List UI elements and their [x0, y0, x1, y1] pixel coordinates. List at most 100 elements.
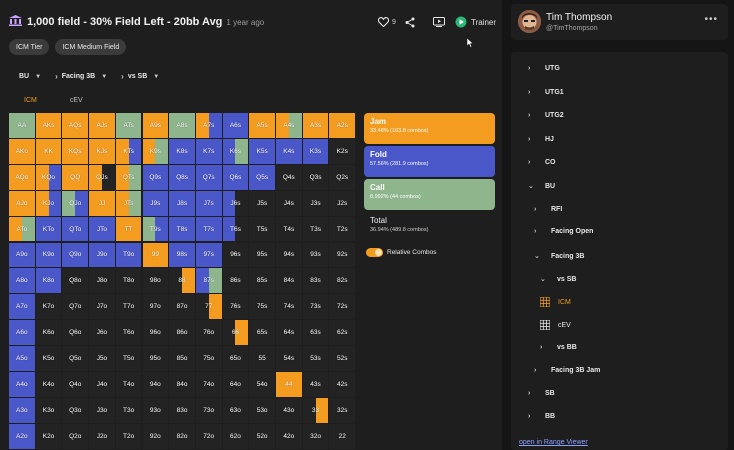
tree-node-utg[interactable]: › UTG	[528, 65, 560, 72]
hand-cell-33[interactable]: 33	[302, 397, 330, 424]
hand-cell-96o[interactable]: 96o	[142, 320, 170, 347]
hand-cell-j5o[interactable]: J5o	[89, 346, 116, 372]
tree-node-co[interactable]: › CO	[528, 159, 556, 166]
hand-cell-q6s[interactable]: Q6s	[222, 164, 250, 191]
hand-cell-73s[interactable]: 73s	[302, 294, 330, 321]
hand-cell-83o[interactable]: 83o	[169, 397, 196, 424]
hand-cell-q3o[interactable]: Q3o	[62, 397, 90, 424]
hand-cell-94o[interactable]: 94o	[142, 372, 170, 398]
hand-cell-a8o[interactable]: A8o	[9, 268, 36, 295]
fold-summary[interactable]: Fold 57.56% (281.9 combos)	[364, 146, 495, 177]
hand-cell-q7s[interactable]: Q7s	[195, 164, 223, 191]
hand-cell-52o[interactable]: 52o	[249, 423, 276, 450]
hand-cell-52s[interactable]: 52s	[329, 346, 357, 372]
hand-cell-74s[interactable]: 74s	[276, 294, 303, 321]
hand-cell-a4o[interactable]: A4o	[9, 372, 36, 398]
hand-cell-qts[interactable]: QTs	[115, 164, 143, 191]
hand-cell-j2o[interactable]: J2o	[89, 423, 116, 450]
hand-cell-ako[interactable]: AKo	[9, 138, 36, 165]
hand-cell-j8o[interactable]: J8o	[89, 268, 116, 295]
hand-cell-32o[interactable]: 32o	[302, 423, 330, 450]
hand-cell-t7o[interactable]: T7o	[115, 294, 143, 321]
hand-cell-k7o[interactable]: K7o	[35, 294, 63, 321]
hand-cell-t8s[interactable]: T8s	[169, 216, 196, 243]
hand-cell-64o[interactable]: 64o	[222, 372, 250, 398]
hand-cell-q5o[interactable]: Q5o	[62, 346, 90, 372]
hand-cell-t9o[interactable]: T9o	[115, 242, 143, 269]
hand-cell-qjo[interactable]: QJo	[62, 190, 90, 217]
hand-cell-a8s[interactable]: A8s	[169, 113, 196, 139]
tree-node-utg2[interactable]: › UTG2	[528, 112, 564, 119]
tab-icm[interactable]: ICM	[24, 97, 37, 104]
tree-node-facing-open[interactable]: › Facing Open	[534, 228, 593, 235]
hand-cell-q9o[interactable]: Q9o	[62, 242, 90, 269]
hand-cell-84o[interactable]: 84o	[169, 372, 196, 398]
hand-cell-t9s[interactable]: T9s	[142, 216, 170, 243]
hand-cell-a7o[interactable]: A7o	[9, 294, 36, 321]
tree-node-facing-3b[interactable]: ⌄ Facing 3B	[534, 252, 584, 261]
hand-cell-q4s[interactable]: Q4s	[276, 164, 303, 191]
hand-cell-74o[interactable]: 74o	[195, 372, 223, 398]
hand-cell-62s[interactable]: 62s	[329, 320, 357, 347]
hand-cell-j2s[interactable]: J2s	[329, 190, 357, 217]
hand-cell-92o[interactable]: 92o	[142, 423, 170, 450]
hand-cell-72o[interactable]: 72o	[195, 423, 223, 450]
hand-cell-j9s[interactable]: J9s	[142, 190, 170, 217]
hand-cell-a6s[interactable]: A6s	[222, 113, 250, 139]
hand-cell-kjo[interactable]: KJo	[35, 190, 63, 217]
tree-node-cev[interactable]: cEV	[540, 320, 571, 330]
hand-cell-32s[interactable]: 32s	[329, 397, 357, 424]
hand-cell-94s[interactable]: 94s	[276, 242, 303, 269]
hand-cell-a5o[interactable]: A5o	[9, 346, 36, 372]
hand-cell-86s[interactable]: 86s	[222, 268, 250, 295]
hand-cell-j8s[interactable]: J8s	[169, 190, 196, 217]
hand-cell-k5s[interactable]: K5s	[249, 138, 276, 165]
hand-cell-76s[interactable]: 76s	[222, 294, 250, 321]
hand-cell-ajs[interactable]: AJs	[89, 113, 116, 139]
like-button[interactable]: 9	[378, 16, 396, 28]
hand-cell-53o[interactable]: 53o	[249, 397, 276, 424]
hand-cell-kts[interactable]: KTs	[115, 138, 143, 165]
hand-cell-87o[interactable]: 87o	[169, 294, 196, 321]
hand-cell-95o[interactable]: 95o	[142, 346, 170, 372]
hand-cell-t7s[interactable]: T7s	[195, 216, 223, 243]
hand-cell-73o[interactable]: 73o	[195, 397, 223, 424]
hand-cell-72s[interactable]: 72s	[329, 294, 357, 321]
hand-cell-q2o[interactable]: Q2o	[62, 423, 90, 450]
crumb-facing[interactable]: › Facing 3B ▼	[55, 72, 107, 81]
chip-icm-tier[interactable]: ICM Tier	[9, 39, 50, 55]
hand-cell-t6o[interactable]: T6o	[115, 320, 143, 347]
hand-cell-kqo[interactable]: KQo	[35, 164, 63, 191]
hand-cell-77[interactable]: 77	[195, 294, 223, 321]
chip-icm-medium-field[interactable]: ICM Medium Field	[55, 39, 127, 55]
hand-cell-k9s[interactable]: K9s	[142, 138, 170, 165]
hand-cell-aqo[interactable]: AQo	[9, 164, 36, 191]
hand-cell-84s[interactable]: 84s	[276, 268, 303, 295]
tab-cev[interactable]: cEV	[69, 97, 83, 104]
avatar[interactable]	[518, 10, 541, 33]
hand-cell-q6o[interactable]: Q6o	[62, 320, 90, 347]
hand-cell-t2o[interactable]: T2o	[115, 423, 143, 450]
hand-cell-k2o[interactable]: K2o	[35, 423, 63, 450]
tree-node-icm[interactable]: ICM	[540, 297, 571, 307]
hand-cell-aa[interactable]: AA	[9, 113, 36, 139]
hand-cell-66[interactable]: 66	[222, 320, 250, 347]
hand-cell-j4s[interactable]: J4s	[276, 190, 303, 217]
hand-cell-t5o[interactable]: T5o	[115, 346, 143, 372]
hand-cell-jts[interactable]: JTs	[115, 190, 143, 217]
hand-cell-j6o[interactable]: J6o	[89, 320, 116, 347]
hand-cell-a4s[interactable]: A4s	[276, 113, 303, 139]
hand-cell-82s[interactable]: 82s	[329, 268, 357, 295]
hand-cell-qto[interactable]: QTo	[62, 216, 90, 243]
hand-cell-62o[interactable]: 62o	[222, 423, 250, 450]
crumb-versus[interactable]: › vs SB ▼	[121, 72, 159, 81]
hand-cell-a6o[interactable]: A6o	[9, 320, 36, 347]
hand-cell-aqs[interactable]: AQs	[62, 113, 90, 139]
hand-cell-42o[interactable]: 42o	[276, 423, 303, 450]
hand-cell-83s[interactable]: 83s	[302, 268, 330, 295]
hand-cell-22[interactable]: 22	[329, 423, 357, 450]
hand-cell-qq[interactable]: QQ	[62, 164, 90, 191]
hand-cell-k7s[interactable]: K7s	[195, 138, 223, 165]
hand-cell-q8s[interactable]: Q8s	[169, 164, 196, 191]
hand-cell-a5s[interactable]: A5s	[249, 113, 276, 139]
